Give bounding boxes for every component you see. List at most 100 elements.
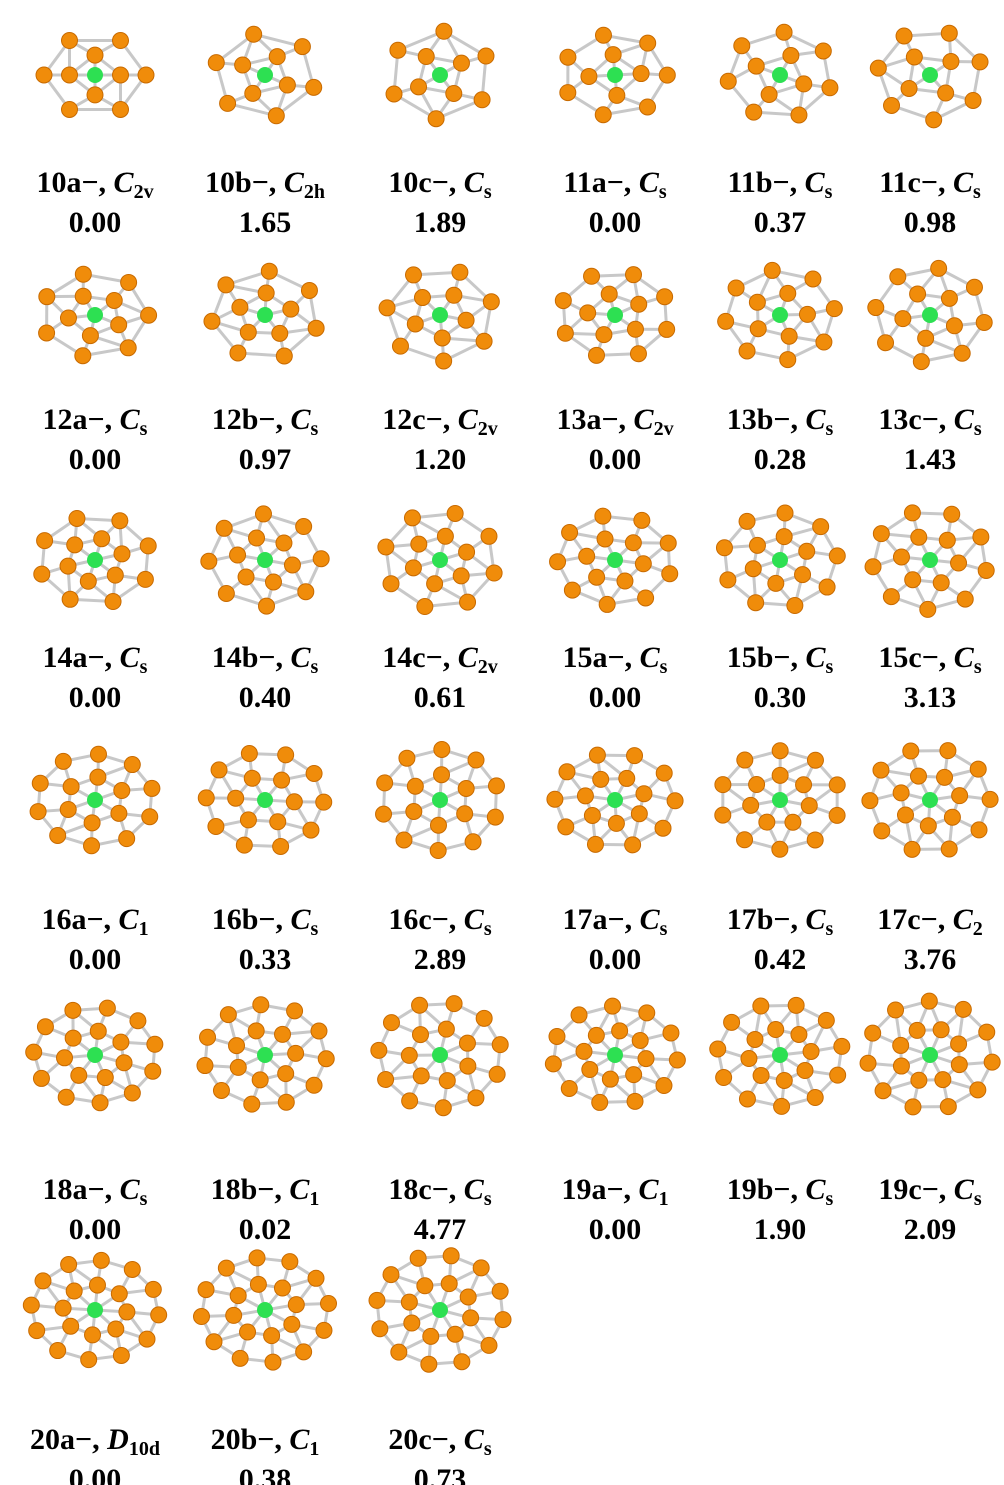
atom (60, 558, 76, 574)
atom (124, 1261, 140, 1277)
isomer-name: 13a−, (556, 403, 626, 436)
isomer-name: 15b−, (727, 641, 798, 674)
atom (954, 345, 970, 361)
atom (113, 33, 129, 49)
atom (454, 1354, 470, 1370)
atom (737, 752, 753, 768)
atom (799, 543, 815, 559)
atom (120, 340, 136, 356)
atom (747, 1031, 763, 1047)
structure-label: 11a−, Cs (530, 166, 700, 200)
atom (473, 1260, 489, 1276)
point-group: C (464, 1423, 484, 1456)
atom (972, 54, 988, 70)
atom (453, 568, 469, 584)
atom (204, 313, 220, 329)
relative-energy: 3.76 (845, 943, 1004, 977)
atom (926, 112, 942, 128)
atom (984, 1054, 1000, 1070)
atom (272, 325, 288, 341)
isomer-name: 14a−, (43, 641, 113, 674)
figure: 10a−, C2v0.0010b−, C2h1.6510c−, Cs1.8911… (0, 0, 1004, 1485)
atom (286, 794, 302, 810)
atom (655, 820, 671, 836)
isomer-name: 19c−, (878, 1173, 946, 1206)
atom (407, 778, 423, 794)
atom (436, 23, 452, 39)
point-group: C (805, 641, 825, 674)
atom (142, 809, 158, 825)
atom (918, 330, 934, 346)
atom (306, 765, 322, 781)
atom (492, 1283, 508, 1299)
atom (201, 553, 217, 569)
point-group: C (458, 403, 478, 436)
atom (144, 780, 160, 796)
atom (862, 793, 878, 809)
atom (113, 101, 129, 117)
atom (446, 85, 462, 101)
atom (901, 80, 917, 96)
atom (608, 815, 624, 831)
atom (883, 589, 899, 605)
atom (734, 38, 750, 54)
atom (230, 345, 246, 361)
atom (111, 1286, 127, 1302)
point-group: C (120, 403, 140, 436)
relative-energy: 1.43 (845, 443, 1004, 477)
atom (935, 1072, 951, 1088)
atom (60, 801, 76, 817)
atom (612, 1023, 628, 1039)
atom (559, 764, 575, 780)
atom (893, 1058, 909, 1074)
atom (970, 761, 986, 777)
atom (264, 1328, 280, 1344)
point-group: C (289, 1173, 309, 1206)
atom (481, 528, 497, 544)
structure-label: 11c−, Cs (845, 166, 1004, 200)
structure-label: 13b−, Cs (695, 403, 865, 437)
atom (476, 333, 492, 349)
atom (593, 771, 609, 787)
atom (50, 827, 66, 843)
dopant-atom (607, 792, 623, 808)
structure-label: 12c−, C2v (355, 403, 525, 437)
cluster-image (535, 725, 695, 875)
atom (244, 770, 260, 786)
point-group: C (954, 641, 974, 674)
atom (274, 1280, 290, 1296)
atom (250, 1276, 266, 1292)
atom (379, 300, 395, 316)
dopant-atom (432, 67, 448, 83)
atom (106, 292, 122, 308)
atom (478, 48, 494, 64)
atom (788, 997, 804, 1013)
cluster-image (185, 0, 345, 150)
atom (951, 1036, 967, 1052)
dopant-atom (607, 552, 623, 568)
atom (966, 279, 982, 295)
atom (555, 293, 571, 309)
relative-energy: 0.00 (10, 1463, 180, 1485)
atom (860, 1055, 876, 1071)
atom (633, 66, 649, 82)
atom (492, 1037, 508, 1053)
atom (276, 535, 292, 551)
atom (396, 832, 412, 848)
atom (435, 1100, 451, 1116)
atom (36, 67, 52, 83)
atom (193, 1309, 209, 1325)
point-group-subscript: 1 (309, 1438, 319, 1460)
point-group-subscript: s (484, 918, 492, 940)
atom (63, 779, 79, 795)
atom (113, 67, 129, 83)
isomer-name: 19a−, (561, 1173, 631, 1206)
point-group: C (805, 166, 825, 199)
isomer-name: 15a−, (563, 641, 633, 674)
atom (377, 775, 393, 791)
atom (417, 599, 433, 615)
atom (748, 58, 764, 74)
atom (807, 752, 823, 768)
atom (920, 818, 936, 834)
atom (313, 551, 329, 567)
